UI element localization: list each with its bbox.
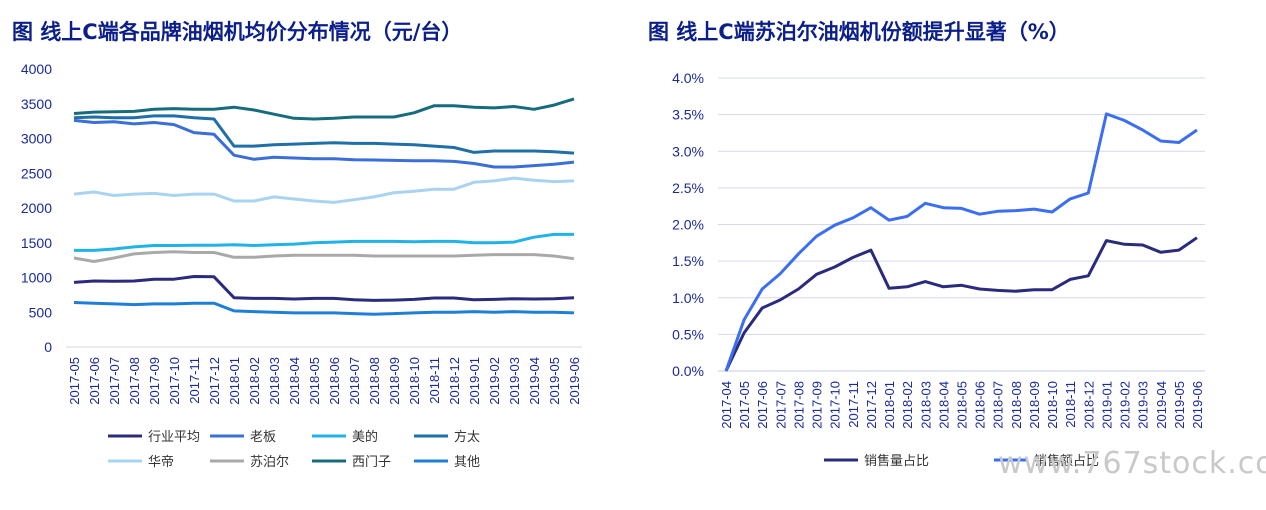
right-chart-title: 图 线上C端苏泊尔油烟机份额提升显著（%） [648, 20, 1070, 44]
left-chart-x-tick-label: 2017-09 [147, 357, 162, 405]
left-chart-x-tick-label: 2017-07 [107, 357, 122, 405]
right-chart-x-tick-label: 2017-05 [737, 381, 752, 429]
left-chart-x-tick-label: 2018-01 [227, 357, 242, 405]
right-chart-x-tick-label: 2019-05 [1172, 381, 1187, 429]
right-chart-x-tick-label: 2018-03 [918, 381, 933, 429]
right-chart-legend-label: 销售额占比 [1034, 453, 1099, 469]
right-chart-x-tick-label: 2017-06 [755, 381, 770, 429]
right-chart-x-tick-label: 2018-05 [955, 381, 970, 429]
left-chart-x-tick-label: 2019-04 [527, 357, 542, 405]
left-chart-y-tick-label: 500 [29, 304, 53, 320]
left-chart-y-tick-label: 1500 [21, 235, 52, 251]
right-chart-x-tick-label: 2019-01 [1099, 381, 1114, 429]
right-chart-y-tick-label: 0.5% [672, 326, 704, 342]
left-chart-legend-label: 其他 [454, 455, 480, 470]
left-chart-x-tick-label: 2017-08 [127, 357, 142, 405]
left-chart-x-tick-label: 2018-10 [407, 357, 422, 405]
right-chart-x-tick-label: 2017-04 [719, 381, 734, 429]
left-chart-x-tick-label: 2017-10 [167, 357, 182, 405]
left-chart-x-tick-label: 2018-05 [307, 357, 322, 405]
right-chart-x-tick-label: 2018-12 [1081, 381, 1096, 429]
left-chart-legend-label: 美的 [352, 429, 378, 445]
right-chart-x-tick-label: 2019-04 [1154, 381, 1169, 429]
left-chart-legend-label: 苏泊尔 [250, 454, 289, 470]
right-chart-y-tick-label: 4.0% [672, 70, 704, 86]
left-chart-legend-label: 方太 [454, 429, 480, 445]
left-chart-x-tick-label: 2018-03 [267, 357, 282, 405]
right-chart-x-tick-label: 2017-08 [791, 381, 806, 429]
left-chart-series-line-7 [73, 301, 575, 316]
left-chart-panel: 图 线上C端各品牌油烟机均价分布情况（元/台） 0 500 1000 1500 2000… [0, 0, 620, 510]
right-chart-x-tick-label: 2018-09 [1027, 381, 1042, 429]
left-chart-y-tick-label: 2000 [21, 200, 52, 216]
right-chart-x-tick-label: 2019-02 [1118, 381, 1133, 429]
right-chart-x-tick-label: 2019-06 [1190, 381, 1205, 429]
left-chart-x-tick-label: 2019-05 [547, 357, 562, 405]
left-chart-y-tick-label: 0 [44, 339, 52, 355]
right-chart-x-tick-label: 2017-10 [828, 381, 843, 429]
watermark-text: www.767stock.com [998, 446, 1266, 481]
left-chart-series-line-4 [73, 176, 575, 204]
right-chart-y-tick-label: 1.5% [672, 253, 704, 269]
left-chart-x-tick-label: 2018-04 [287, 357, 302, 405]
left-chart-legend-label: 华帝 [148, 454, 174, 470]
left-chart-title: 图 线上C端各品牌油烟机均价分布情况（元/台） [12, 20, 463, 44]
right-chart-panel: 图 线上C端苏泊尔油烟机份额提升显著（%） 0.0% 0.5% 1.0% 1.5% 2.… [640, 0, 1266, 510]
right-chart-y-tick-label: 3.5% [672, 107, 704, 123]
right-chart-x-tick-label: 2018-07 [991, 381, 1006, 429]
right-chart-y-tick-label: 2.0% [672, 217, 704, 233]
right-chart-series-line-0 [724, 236, 1198, 372]
left-chart-x-tick-label: 2018-09 [387, 357, 402, 405]
right-chart-x-tick-label: 2018-08 [1009, 381, 1024, 429]
right-chart-x-tick-label: 2017-09 [810, 381, 825, 429]
left-chart-series-line-0 [73, 275, 575, 302]
right-chart-x-tick-label: 2017-07 [773, 381, 788, 429]
left-chart-x-tick-label: 2019-01 [467, 357, 482, 405]
left-chart-y-tick-label: 3500 [21, 96, 52, 112]
left-chart-x-tick-label: 2019-06 [567, 357, 582, 405]
left-chart-x-tick-label: 2018-06 [327, 357, 342, 405]
left-chart-y-tick-label: 2500 [21, 165, 52, 181]
right-chart-x-tick-label: 2018-06 [973, 381, 988, 429]
right-chart-y-tick-label: 1.0% [672, 290, 704, 306]
right-chart-x-tick-label: 2017-12 [864, 381, 879, 429]
right-chart-x-tick-label: 2018-10 [1045, 381, 1060, 429]
right-chart-series-line-1 [724, 112, 1198, 372]
left-chart-x-tick-label: 2017-12 [207, 357, 222, 405]
left-chart-x-tick-label: 2018-07 [347, 357, 362, 405]
left-chart-x-tick-label: 2018-08 [367, 357, 382, 405]
left-chart-x-tick-label: 2017-11 [187, 357, 202, 404]
left-chart-series-line-2 [74, 232, 574, 252]
left-chart-y-tick-label: 3000 [21, 131, 52, 147]
left-chart-x-tick-label: 2018-12 [447, 357, 462, 405]
right-chart-y-tick-label: 3.0% [672, 143, 704, 159]
right-chart-x-tick-label: 2018-04 [936, 381, 951, 429]
right-chart-x-tick-label: 2018-01 [882, 381, 897, 429]
left-chart-series-line-3 [73, 114, 575, 155]
left-chart-legend-label: 老板 [250, 430, 276, 445]
right-chart-legend-label: 销售量占比 [864, 453, 929, 469]
left-chart-legend-label: 行业平均 [148, 430, 200, 445]
left-chart-svg: 0 500 1000 1500 2000 2500 3000 3500 4000 2017-05 2… [21, 61, 582, 470]
right-chart-x-tick-label: 2018-11 [1063, 381, 1078, 428]
left-chart-y-tick-label: 4000 [21, 61, 52, 77]
left-chart-series-line-6 [73, 97, 575, 121]
left-chart-x-tick-label: 2019-03 [507, 357, 522, 405]
right-chart-y-tick-label: 0.0% [672, 363, 704, 379]
right-chart-svg: 0.0% 0.5% 1.0% 1.5% 2.0% 2.5% 3.0% 3.5% 4.0% 2017… [672, 70, 1205, 469]
left-chart-series-line-1 [73, 118, 575, 169]
left-chart-x-tick-label: 2017-05 [67, 357, 82, 405]
left-chart-x-tick-label: 2019-02 [487, 357, 502, 405]
right-chart-x-tick-label: 2017-11 [846, 381, 861, 428]
right-chart-y-tick-label: 2.5% [672, 180, 704, 196]
left-chart-legend-label: 西门子 [352, 455, 391, 470]
left-chart-x-tick-label: 2017-06 [87, 357, 102, 405]
right-chart-x-tick-label: 2018-02 [900, 381, 915, 429]
left-chart-y-tick-label: 1000 [21, 270, 52, 286]
left-chart-x-tick-label: 2018-11 [427, 357, 442, 404]
left-chart-x-tick-label: 2018-02 [247, 357, 262, 405]
left-chart-series-line-5 [73, 250, 575, 263]
right-chart-x-tick-label: 2019-03 [1136, 381, 1151, 429]
